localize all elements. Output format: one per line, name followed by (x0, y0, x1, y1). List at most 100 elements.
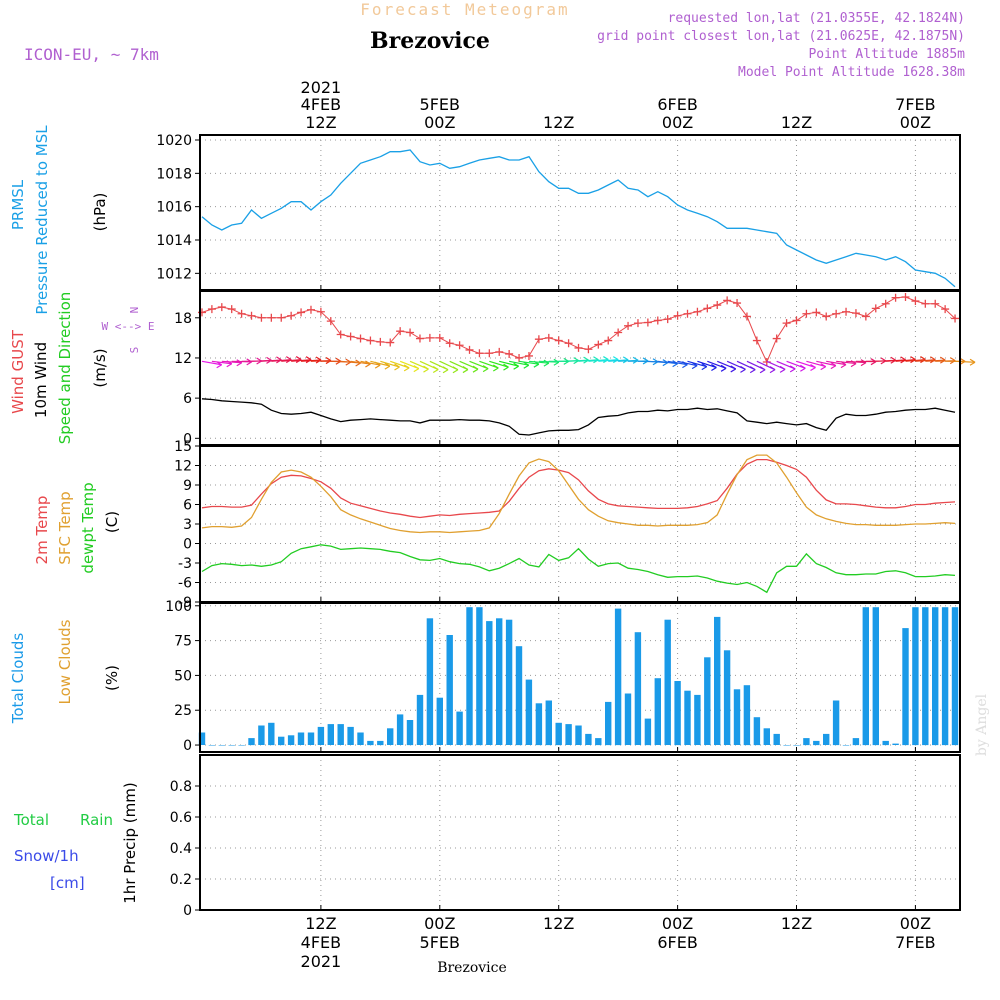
wind-arrow (846, 360, 867, 364)
footer-station: Brezovice (437, 960, 507, 976)
gust-marker (921, 299, 930, 308)
cloud-bar (198, 732, 206, 745)
ytick-label-pressure: 1014 (156, 233, 192, 249)
ytick-label-pressure: 1016 (156, 200, 192, 216)
gust-marker (425, 333, 434, 342)
wind-arrow-head (800, 364, 806, 372)
cloud-bar (773, 733, 780, 745)
gust-marker (376, 337, 385, 346)
cloud-bar (614, 608, 622, 746)
bottom-year-label: 2021 (301, 952, 342, 971)
top-hour-label: 12Z (305, 113, 336, 132)
wind-arrow (885, 359, 906, 362)
gust-marker (277, 313, 286, 322)
gust-marker (396, 327, 405, 336)
cloud-bar (387, 728, 394, 745)
station-title: Brezovice (370, 28, 490, 54)
wind-arrow (836, 360, 857, 365)
cloud-bar (436, 697, 443, 745)
wind-arrow (489, 360, 509, 368)
cloud-bar (505, 619, 513, 745)
product-title: Forecast Meteogram (360, 0, 569, 19)
point-altitude: Point Altitude 1885m (808, 47, 965, 62)
cloud-bar (377, 740, 384, 746)
cloud-bar (297, 732, 305, 745)
gust-marker (247, 311, 256, 320)
ytick-label-pressure: 1020 (156, 133, 192, 149)
cloud-bar (902, 628, 909, 746)
clouds-unit: (%) (103, 665, 121, 691)
gust-marker (693, 307, 702, 316)
gust-marker (752, 336, 761, 345)
gust-marker (594, 340, 603, 349)
cloud-bar (218, 745, 225, 746)
gust-marker (217, 303, 226, 312)
gust-marker (267, 313, 276, 322)
wind-arrow-head (820, 363, 827, 371)
wind-arrow-head (830, 362, 837, 370)
bottom-hour-label: 00Z (662, 914, 693, 933)
gust-marker (653, 316, 662, 325)
cloud-bar (852, 738, 860, 746)
bottom-hour-label: 12Z (305, 914, 336, 933)
wind-arrow-head (413, 365, 420, 373)
cloud-bar (743, 685, 751, 746)
gust-marker (842, 307, 851, 316)
top-date-label: 4FEB (301, 95, 341, 114)
gust-marker (237, 309, 246, 318)
t2m-label: 2m Temp (33, 496, 51, 565)
wind-speed-dir-label: Speed and Direction (56, 292, 74, 445)
cloud-bar (862, 607, 869, 746)
gust-marker (782, 319, 791, 328)
wind-arrow (598, 359, 619, 362)
cloud-bar (347, 726, 354, 745)
cloud-bar (248, 738, 255, 746)
sfc-temp-label: SFC Temp (56, 491, 74, 564)
cloud-bar (228, 745, 235, 746)
bottom-date-label: 4FEB (301, 933, 341, 952)
gust-marker (257, 313, 266, 322)
cloud-bar (416, 694, 424, 745)
ytick-label-clouds: 100 (165, 599, 192, 615)
gust-marker (802, 309, 811, 318)
gust-marker (326, 317, 335, 326)
ytick-label-precip: 0 (183, 903, 192, 919)
gust-marker (475, 349, 484, 358)
gust-marker (336, 330, 345, 339)
wind-arrow (657, 360, 678, 365)
bottom-hour-label: 12Z (781, 914, 812, 933)
cloud-bar (565, 724, 572, 745)
gust-marker (316, 307, 325, 316)
gust-marker (465, 345, 474, 354)
precip-unit: 1hr Precip (mm) (121, 782, 139, 903)
cloud-bar (892, 743, 899, 745)
wind-arrow-head (730, 365, 737, 373)
grid-coords: grid point closest lon,lat (21.0625E, 42… (597, 29, 965, 44)
gust-marker (624, 321, 633, 330)
top-date-label: 7FEB (895, 95, 935, 114)
wind-arrow (588, 358, 609, 362)
gust-marker (534, 335, 543, 344)
wind-arrow-head (711, 364, 717, 372)
cloud-bar (733, 689, 741, 745)
wind-arrow-head (432, 366, 439, 374)
gust-marker (941, 305, 950, 314)
cloud-bar (793, 745, 800, 746)
wind-arrow-head (789, 365, 796, 373)
sfc-temp-line (201, 454, 956, 534)
cloud-bar (268, 722, 275, 746)
wind-arrow (677, 360, 698, 367)
gust-marker (703, 304, 712, 313)
gust-label: Wind GUST (9, 329, 27, 414)
ytick-label-clouds: 25 (174, 703, 192, 719)
gust-marker (505, 349, 514, 358)
cloud-bar (723, 650, 731, 745)
cloud-bar (287, 735, 295, 745)
gust-marker (584, 345, 593, 354)
ytick-label-precip: 0.8 (170, 779, 192, 795)
gust-marker (832, 309, 841, 318)
cloud-bar (684, 690, 691, 745)
wind-arrow (806, 360, 826, 368)
wind-arrow (955, 360, 976, 363)
wind-arrow (291, 359, 312, 362)
